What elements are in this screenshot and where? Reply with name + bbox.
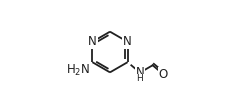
Text: O: O — [159, 67, 168, 81]
Text: H$_2$N: H$_2$N — [66, 63, 90, 78]
Text: H: H — [137, 74, 143, 83]
Text: N: N — [136, 66, 144, 79]
Text: N: N — [88, 35, 97, 48]
Text: N: N — [123, 35, 132, 48]
